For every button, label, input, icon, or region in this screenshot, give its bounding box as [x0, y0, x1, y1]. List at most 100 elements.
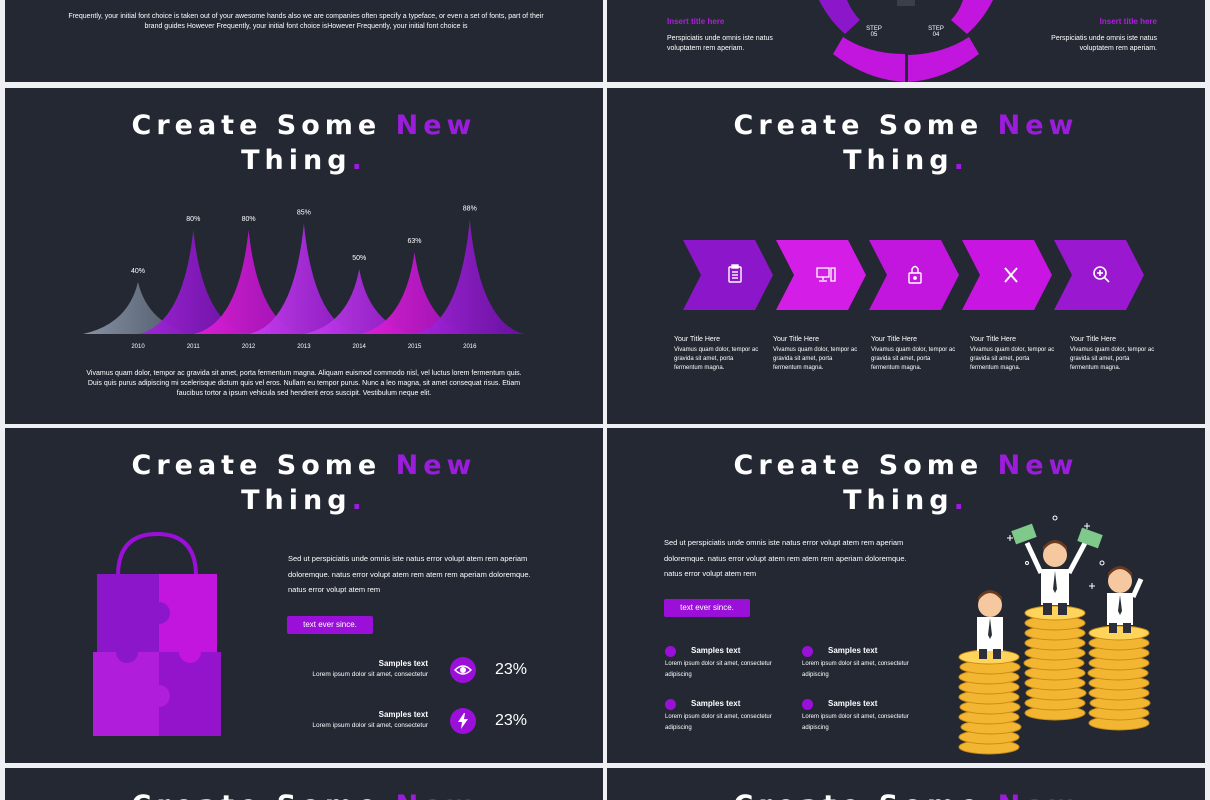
title-accent: New — [998, 790, 1079, 800]
slide-6-coins[interactable]: Create Some New Thing. Sed ut perspiciat… — [607, 428, 1205, 763]
slide-6-button[interactable]: text ever since. — [664, 599, 750, 617]
chart-data-label: 80% — [242, 216, 256, 223]
chart-tick-label: 2012 — [242, 344, 256, 350]
right-insert-body: Perspiciatis unde omnis iste natus volup… — [1051, 35, 1157, 52]
slide-5-bag[interactable]: Create Some New Thing. Sed ut perspiciat… — [5, 428, 603, 763]
arrow-caption-2-title: Your Title Here — [773, 336, 820, 343]
title-part-3: Thing — [843, 145, 954, 176]
title-dot: . — [953, 485, 969, 516]
bullet-dot — [802, 699, 813, 710]
arrow-caption-4: Your Title Here Vivamus quam dolor, temp… — [970, 336, 1058, 373]
chevron-3 — [869, 240, 959, 310]
chart-peak-2013 — [248, 223, 359, 334]
sample-item-4-desc: Lorem ipsum dolor sit amet, consectetur … — [802, 714, 909, 731]
slide-8[interactable]: Create Some New — [607, 768, 1205, 800]
slide-4-title: Create Some New Thing. — [607, 108, 1205, 178]
bag-piece-bottom-left — [93, 652, 159, 736]
arrow-process — [683, 240, 1144, 310]
stat-2-text: Samples text Lorem ipsum dolor sit amet,… — [295, 710, 428, 729]
chevron-5 — [1054, 240, 1144, 310]
title-accent: New — [395, 450, 477, 481]
chart-data-label: 85% — [297, 210, 311, 217]
slide-8-title: Create Some New — [607, 788, 1205, 800]
coin-stack-right — [1087, 625, 1151, 731]
arrow-caption-1: Your Title Here Vivamus quam dolor, temp… — [674, 336, 762, 373]
wheel-hub — [897, 0, 915, 6]
clipboard-icon — [728, 264, 742, 283]
bullet-dot — [665, 699, 676, 710]
puzzle-knob-3 — [116, 641, 138, 663]
sample-item-3-title: Samples text — [691, 699, 741, 708]
chart-tick-label: 2011 — [187, 344, 201, 350]
coin-stack-center — [1023, 605, 1087, 721]
arrow-caption-3-title: Your Title Here — [871, 336, 918, 343]
bag-handle — [116, 531, 198, 577]
step-wheel — [819, 0, 993, 82]
zoom-icon — [1093, 266, 1110, 283]
stat-1-desc: Lorem ipsum dolor sit amet, consectetur — [312, 671, 428, 678]
chart-data-label: 63% — [407, 238, 421, 245]
wheel-segment-top-left — [819, 0, 860, 34]
slide-3-chart[interactable]: Create Some New Thing. 40% 80% 80% 85% 50% 63… — [5, 88, 603, 424]
slide-7-title: Create Some New — [5, 788, 603, 800]
left-insert-body: Perspiciatis unde omnis iste natus volup… — [667, 35, 773, 52]
wheel-segment-step-05 — [833, 37, 905, 82]
arrow-caption-4-body: Vivamus quam dolor, tempor ac gravida si… — [970, 347, 1055, 371]
chevron-1 — [683, 240, 773, 310]
puzzle-knob-1 — [148, 602, 170, 624]
title-part-1: Create Some — [733, 110, 984, 141]
slide-2[interactable]: STEP 05 STEP 04 Insert title here Perspi… — [607, 0, 1205, 82]
step-05-label: STEP 05 — [863, 26, 885, 38]
chart-tick-label: 2014 — [353, 344, 367, 350]
sparkle-icons — [1007, 515, 1105, 589]
chart-tick-label: 2010 — [131, 344, 145, 350]
puzzle-knob-4 — [148, 685, 170, 707]
slide-4-arrows[interactable]: Create Some New Thing. — [607, 88, 1205, 424]
sample-item-2-title: Samples text — [828, 646, 878, 655]
eye-icon — [450, 657, 476, 683]
title-part-1: Create Some — [132, 790, 382, 800]
sample-item-1-title: Samples text — [691, 646, 741, 655]
chart-tick-label: 2016 — [463, 344, 477, 350]
title-dot: . — [351, 145, 367, 176]
slide-1-body: Frequently, your initial font choice is … — [68, 13, 544, 30]
chevron-2 — [776, 240, 866, 310]
businessman-center — [1011, 523, 1103, 615]
slide-3-title: Create Some New Thing. — [5, 108, 603, 178]
slide-5-button[interactable]: text ever since. — [287, 616, 373, 634]
arrow-caption-5: Your Title Here Vivamus quam dolor, temp… — [1070, 336, 1158, 373]
bullet-dot — [802, 646, 813, 657]
step-04-label-text: STEP — [928, 26, 944, 32]
arrow-caption-3: Your Title Here Vivamus quam dolor, temp… — [871, 336, 959, 373]
sample-item-1: Samples text Lorem ipsum dolor sit amet,… — [665, 646, 795, 681]
left-insert-title: Insert title here — [667, 17, 725, 26]
stat-2-value: 23% — [495, 712, 528, 729]
arrow-caption-1-body: Vivamus quam dolor, tempor ac gravida si… — [674, 347, 759, 371]
title-accent: New — [396, 790, 477, 800]
sample-item-2-desc: Lorem ipsum dolor sit amet, consectetur … — [802, 661, 909, 678]
step-05-label-text: STEP — [866, 26, 882, 32]
slide-7[interactable]: Create Some New — [5, 768, 603, 800]
title-accent: New — [997, 450, 1079, 481]
slide-1[interactable]: Frequently, your initial font choice is … — [5, 0, 603, 82]
chevron-4 — [962, 240, 1052, 310]
sample-item-4: Samples text Lorem ipsum dolor sit amet,… — [802, 699, 932, 734]
slide-5-title: Create Some New Thing. — [5, 448, 603, 518]
arrow-caption-1-title: Your Title Here — [674, 336, 721, 343]
chart-data-label: 50% — [352, 255, 366, 262]
lightning-icon — [450, 708, 476, 734]
lock-icon — [908, 265, 922, 284]
title-part-1: Create Some — [734, 790, 984, 800]
title-part-1: Create Some — [131, 450, 382, 481]
coins-businessmen-illustration — [958, 515, 1151, 755]
puzzle-knob-2 — [179, 641, 201, 663]
chart-data-label: 80% — [186, 216, 200, 223]
chart-peak-2012 — [193, 230, 304, 334]
arrow-captions: Your Title Here Vivamus quam dolor, temp… — [674, 336, 1184, 396]
chart-peak-2010 — [83, 282, 193, 334]
arrow-caption-2: Your Title Here Vivamus quam dolor, temp… — [773, 336, 861, 373]
slide-3-body: Vivamus quam dolor, tempor ac gravida si… — [86, 370, 522, 397]
bullet-dot — [665, 646, 676, 657]
peak-chart: 40% 80% 80% 85% 50% 63% 88% 2010 2011 2012 2013 20… — [83, 206, 525, 350]
chart-data-label: 88% — [463, 206, 477, 213]
